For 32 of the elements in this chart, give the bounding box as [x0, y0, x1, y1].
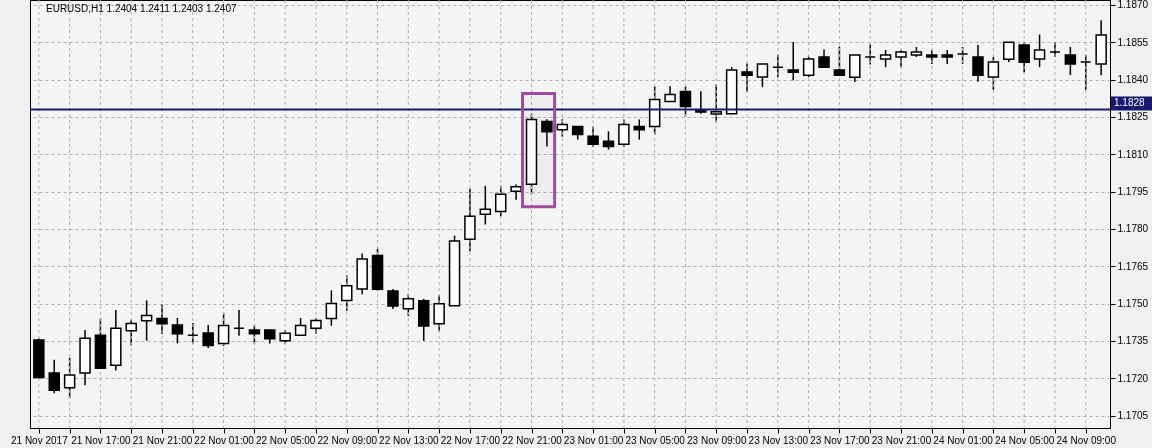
y-tick-label: 1.1795 [1117, 186, 1149, 198]
y-tick-label: 1.1855 [1117, 36, 1149, 48]
x-tick-label: 21 Nov 17:00 [71, 434, 132, 446]
x-tick-label: 22 Nov 17:00 [440, 434, 501, 446]
x-tick-label: 24 Nov 09:00 [1056, 434, 1117, 446]
y-tick-label: 1.1810 [1117, 148, 1149, 160]
x-tick-label: 23 Nov 01:00 [563, 434, 624, 446]
y-tick-label: 1.1765 [1117, 260, 1149, 272]
x-tick-label: 21 Nov 2017 [10, 434, 69, 446]
y-tick-label: 1.1780 [1117, 223, 1149, 235]
y-tick-label: 1.1720 [1117, 372, 1149, 384]
ref-line-label: 1.1828 [1114, 97, 1146, 109]
x-tick-label: 22 Nov 09:00 [317, 434, 378, 446]
x-tick-label: 22 Nov 13:00 [379, 434, 440, 446]
chart-title: EURUSD,H1 1.2404 1.2411 1.2403 1.2407 [46, 3, 237, 14]
x-tick-label: 23 Nov 09:00 [687, 434, 747, 446]
y-tick-label: 1.1750 [1117, 298, 1149, 310]
x-tick-label: 23 Nov 17:00 [810, 434, 871, 446]
y-tick-label: 1.1825 [1117, 111, 1149, 123]
x-tick-label: 22 Nov 01:00 [194, 434, 255, 446]
x-tick-label: 23 Nov 05:00 [625, 434, 686, 446]
x-tick-label: 22 Nov 21:00 [502, 434, 563, 446]
x-tick-label: 22 Nov 05:00 [255, 434, 316, 446]
y-tick-label: 1.1840 [1117, 74, 1149, 86]
x-tick-label: 23 Nov 13:00 [748, 434, 809, 446]
x-tick-label: 21 Nov 21:00 [132, 434, 193, 446]
x-tick-label: 23 Nov 21:00 [871, 434, 932, 446]
y-tick-label: 1.1705 [1117, 410, 1149, 422]
y-tick-label: 1.1870 [1117, 0, 1149, 11]
x-tick-label: 24 Nov 05:00 [994, 434, 1055, 446]
x-tick-label: 24 Nov 01:00 [933, 434, 994, 446]
y-tick-label: 1.1735 [1117, 335, 1149, 347]
